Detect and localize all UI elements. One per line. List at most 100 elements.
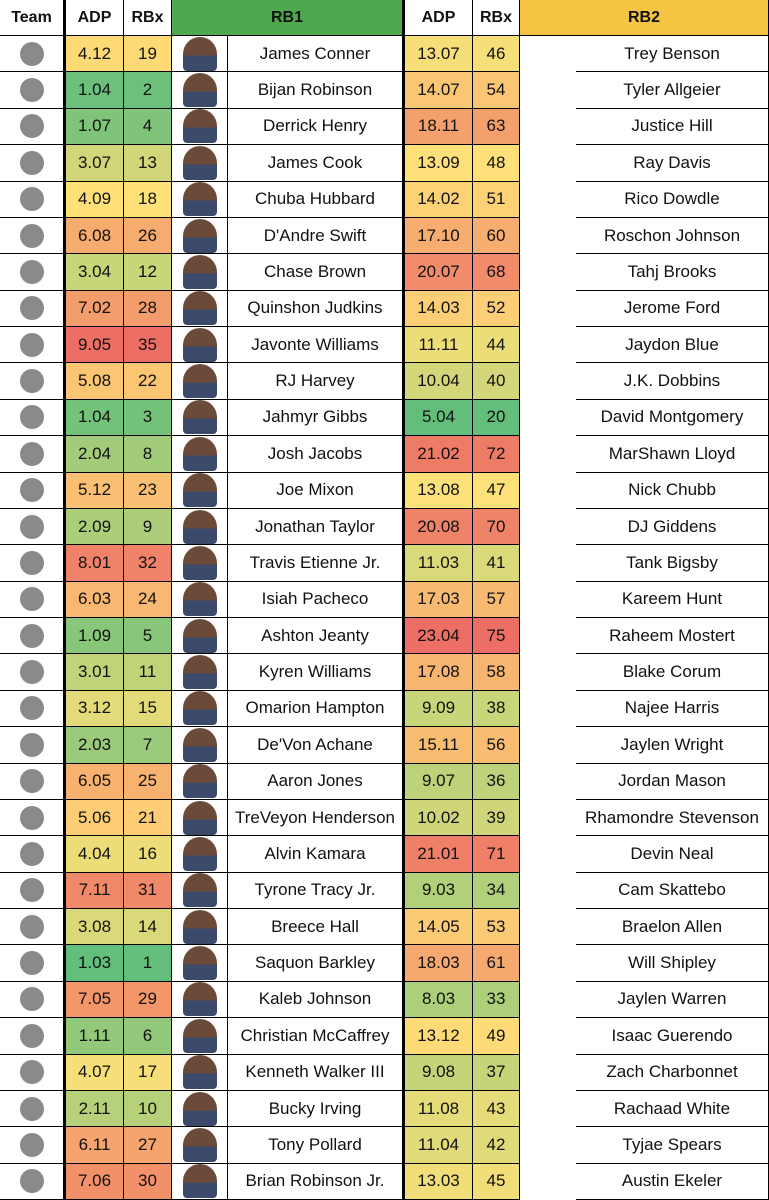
adp-cell: 5.12 (66, 472, 124, 509)
player-photo (182, 254, 217, 289)
rbx-cell: 19 (124, 36, 172, 73)
rbx-cell: 2 (124, 72, 172, 109)
player-photo (182, 909, 217, 944)
player-name: Javonte Williams (228, 327, 405, 364)
player-photo-cell (172, 981, 228, 1019)
player-photo (182, 655, 217, 690)
player-name: Tyrone Tracy Jr. (228, 872, 405, 909)
player-photo-cell (172, 290, 228, 327)
team-logo (19, 841, 44, 866)
adp-cell: 2.03 (66, 727, 124, 764)
rbx-cell: 26 (124, 217, 172, 255)
rbx-cell: 48 (473, 145, 520, 182)
team-logo-cell (0, 436, 66, 473)
player-name: Tahj Brooks (576, 254, 769, 291)
player-name: Isiah Pacheco (228, 581, 405, 618)
adp-cell: 1.07 (66, 108, 124, 146)
adp-cell: 10.02 (405, 799, 473, 837)
rbx-cell: 71 (473, 836, 520, 873)
rbx-cell: 15 (124, 690, 172, 728)
player-name: Rico Dowdle (576, 181, 769, 218)
rbx-cell: 42 (473, 1127, 520, 1164)
player-name: Roschon Johnson (576, 217, 769, 255)
team-logo (19, 987, 44, 1012)
rbx-cell: 3 (124, 399, 172, 437)
team-logo (19, 805, 44, 830)
player-photo-cell (172, 1127, 228, 1164)
player-name: MarShawn Lloyd (576, 436, 769, 473)
adp-cell: 5.04 (405, 399, 473, 437)
rbx-cell: 24 (124, 581, 172, 618)
player-name: Chuba Hubbard (228, 181, 405, 218)
player-name: Ray Davis (576, 145, 769, 182)
player-photo (182, 982, 217, 1017)
rbx-cell: 28 (124, 290, 172, 327)
team-logo-cell (0, 763, 66, 800)
player-name: James Cook (228, 145, 405, 182)
player-name: Najee Harris (576, 690, 769, 728)
adp-cell: 8.01 (66, 545, 124, 582)
player-photo-cell (172, 872, 228, 909)
team-logo (19, 223, 44, 248)
rbx-cell: 36 (473, 763, 520, 800)
player-name: Kenneth Walker III (228, 1054, 405, 1091)
rbx-cell: 27 (124, 1127, 172, 1164)
rbx-cell: 47 (473, 472, 520, 509)
player-name: Travis Etienne Jr. (228, 545, 405, 582)
team-logo-cell (0, 508, 66, 546)
adp-cell: 3.04 (66, 254, 124, 291)
player-photo (182, 364, 217, 399)
adp-cell: 1.03 (66, 945, 124, 982)
rbx-cell: 53 (473, 909, 520, 946)
adp-cell: 4.12 (66, 36, 124, 73)
player-photo-cell (172, 654, 228, 691)
team-logo-cell (0, 145, 66, 182)
player-photo (182, 618, 217, 653)
player-name: Isaac Guerendo (576, 1018, 769, 1055)
team-logo-cell (0, 545, 66, 582)
team-logo (19, 478, 44, 503)
rbx-cell: 31 (124, 872, 172, 909)
player-photo (182, 800, 217, 835)
adp-cell: 17.08 (405, 654, 473, 691)
player-name: Tyler Allgeier (576, 72, 769, 109)
team-logo (19, 187, 44, 212)
rbx-cell: 16 (124, 836, 172, 873)
player-photo (182, 182, 217, 217)
adp-cell: 9.09 (405, 690, 473, 728)
adp-cell: 5.08 (66, 363, 124, 400)
team-logo-cell (0, 654, 66, 691)
player-photo-cell (172, 690, 228, 728)
adp-cell: 18.11 (405, 108, 473, 146)
player-name: Braelon Allen (576, 909, 769, 946)
player-name: J.K. Dobbins (576, 363, 769, 400)
player-photo-cell (172, 363, 228, 400)
adp-cell: 13.08 (405, 472, 473, 509)
team-logo (19, 623, 44, 648)
player-photo (182, 1055, 217, 1090)
player-name: Jordan Mason (576, 763, 769, 800)
player-photo-cell (172, 909, 228, 946)
team-logo (19, 296, 44, 321)
player-photo (182, 73, 217, 108)
adp-cell: 1.04 (66, 399, 124, 437)
team-logo-cell (0, 872, 66, 909)
team-logo (19, 441, 44, 466)
player-name: Derrick Henry (228, 108, 405, 146)
team-logo-cell (0, 1163, 66, 1200)
rbx-cell: 52 (473, 290, 520, 327)
team-logo (19, 732, 44, 757)
team-logo-cell (0, 36, 66, 73)
team-logo (19, 1096, 44, 1121)
team-logo (19, 660, 44, 685)
player-name: Raheem Mostert (576, 618, 769, 655)
adp-cell: 7.05 (66, 981, 124, 1019)
team-logo-cell (0, 363, 66, 400)
adp-cell: 3.07 (66, 145, 124, 182)
header-cell: RBx (473, 0, 520, 36)
player-name: Kyren Williams (228, 654, 405, 691)
adp-cell: 9.03 (405, 872, 473, 909)
team-logo-cell (0, 727, 66, 764)
team-logo-cell (0, 108, 66, 146)
player-name: Rachaad White (576, 1090, 769, 1128)
